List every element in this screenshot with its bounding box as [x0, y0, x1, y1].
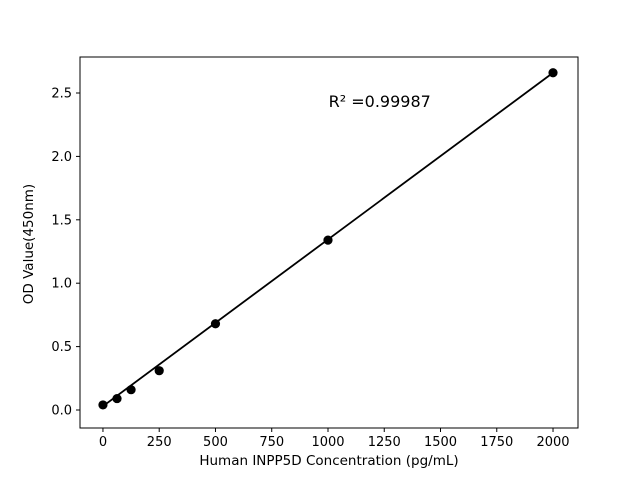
data-points: [98, 68, 558, 410]
x-tick-label: 750: [259, 435, 284, 450]
x-axis-ticks: 0 250 500 750 1000 1250 1500 1750 2000: [99, 428, 570, 450]
y-axis-ticks: 0.0 0.5 1.0 1.5 2.0 2.5: [51, 87, 80, 418]
y-axis-label: OD Value(450nm): [21, 184, 37, 304]
data-point: [126, 385, 136, 395]
x-axis-label: Human INPP5D Concentration (pg/mL): [199, 453, 458, 469]
x-tick-label: 1750: [480, 435, 513, 450]
data-point: [98, 400, 108, 410]
x-tick-label: 1500: [424, 435, 457, 450]
data-point: [548, 68, 558, 78]
r-squared-annotation: R² =0.99987: [329, 92, 431, 111]
y-tick-label: 0.5: [51, 340, 72, 355]
x-tick-label: 250: [147, 435, 172, 450]
y-tick-label: 2.5: [51, 87, 72, 102]
y-tick-label: 0.0: [51, 403, 72, 418]
x-tick-label: 1000: [311, 435, 344, 450]
data-point: [210, 319, 221, 329]
x-tick-label: 2000: [536, 435, 569, 450]
y-tick-label: 1.0: [51, 277, 72, 292]
data-point: [323, 235, 333, 245]
y-tick-label: 1.5: [51, 213, 72, 228]
data-point: [154, 366, 164, 376]
y-tick-label: 2.0: [51, 150, 72, 165]
plot-area-border: [79, 56, 579, 429]
x-tick-label: 500: [203, 435, 228, 450]
x-tick-label: 1250: [368, 435, 401, 450]
x-tick-label: 0: [99, 435, 107, 450]
data-point: [112, 393, 122, 404]
